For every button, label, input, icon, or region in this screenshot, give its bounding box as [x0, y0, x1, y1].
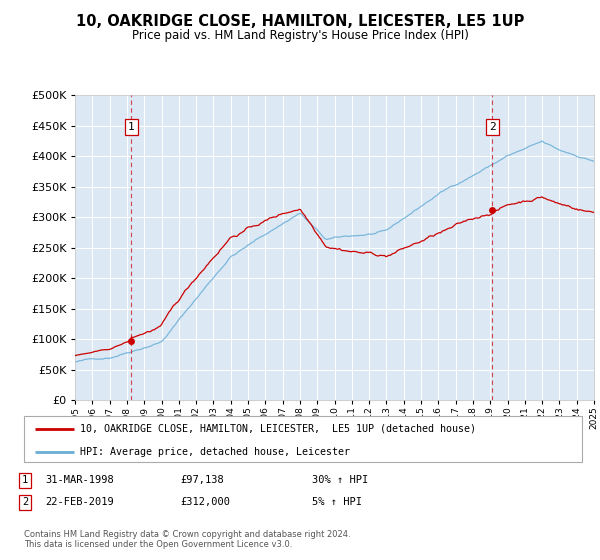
Text: 10, OAKRIDGE CLOSE, HAMILTON, LEICESTER, LE5 1UP: 10, OAKRIDGE CLOSE, HAMILTON, LEICESTER,… — [76, 14, 524, 29]
Text: 1: 1 — [22, 475, 28, 486]
Text: HPI: Average price, detached house, Leicester: HPI: Average price, detached house, Leic… — [80, 447, 350, 457]
Text: 2: 2 — [489, 122, 496, 132]
Text: 10, OAKRIDGE CLOSE, HAMILTON, LEICESTER,  LE5 1UP (detached house): 10, OAKRIDGE CLOSE, HAMILTON, LEICESTER,… — [80, 424, 476, 434]
Text: 30% ↑ HPI: 30% ↑ HPI — [312, 475, 368, 486]
Text: 2: 2 — [22, 497, 28, 507]
Text: £312,000: £312,000 — [180, 497, 230, 507]
Text: 31-MAR-1998: 31-MAR-1998 — [45, 475, 114, 486]
Text: 1: 1 — [128, 122, 134, 132]
Text: This data is licensed under the Open Government Licence v3.0.: This data is licensed under the Open Gov… — [24, 540, 292, 549]
Text: £97,138: £97,138 — [180, 475, 224, 486]
Text: 22-FEB-2019: 22-FEB-2019 — [45, 497, 114, 507]
Text: Price paid vs. HM Land Registry's House Price Index (HPI): Price paid vs. HM Land Registry's House … — [131, 29, 469, 42]
Text: Contains HM Land Registry data © Crown copyright and database right 2024.: Contains HM Land Registry data © Crown c… — [24, 530, 350, 539]
Text: 5% ↑ HPI: 5% ↑ HPI — [312, 497, 362, 507]
